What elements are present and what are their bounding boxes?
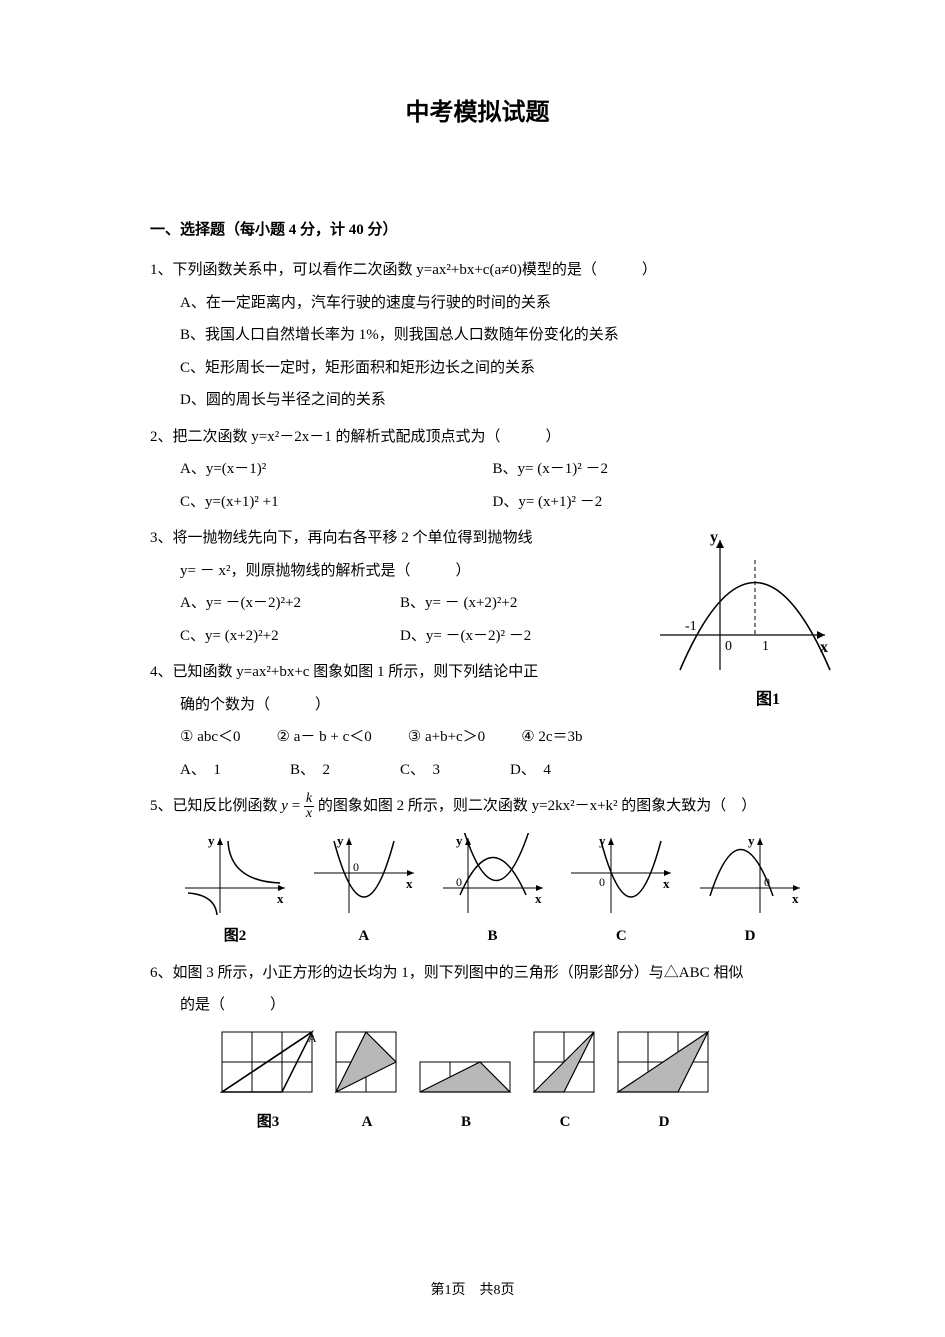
chart-B-label: B: [438, 922, 548, 951]
svg-text:x: x: [663, 876, 670, 891]
svg-text:y: y: [456, 833, 463, 848]
tri-fig3: A B B C 图3: [220, 1030, 316, 1137]
q3-stem: 3、将一抛物线先向下，再向右各平移 2 个单位得到抛物线: [150, 524, 620, 553]
q3-optA: A、y= －(x－2)²+2: [180, 589, 400, 618]
svg-text:y: y: [599, 833, 606, 848]
question-6: 6、如图 3 所示，小正方形的边长均为 1，则下列图中的三角形（阴影部分）与△A…: [150, 959, 805, 1137]
tri-A: A: [334, 1030, 400, 1137]
page-title: 中考模拟试题: [150, 90, 805, 136]
svg-text:x: x: [792, 891, 799, 906]
chart-C: y x 0 C: [566, 833, 676, 951]
q5-stem: 5、已知反比例函数 y = k x 的图象如图 2 所示，则二次函数 y=2kx…: [150, 792, 805, 821]
svg-text:A: A: [308, 1031, 316, 1045]
q4-stem: 4、已知函数 y=ax²+bx+c 图象如图 1 所示，则下列结论中正: [150, 658, 620, 687]
chart-D-label: D: [695, 922, 805, 951]
svg-text:x: x: [277, 891, 284, 906]
q4-stem2: 确的个数为（ ）: [150, 691, 620, 720]
tri-C: C: [532, 1030, 598, 1137]
chart-D: y x 0 D: [695, 833, 805, 951]
question-5: 5、已知反比例函数 y = k x 的图象如图 2 所示，则二次函数 y=2kx…: [150, 792, 805, 951]
q1-optC: C、矩形周长一定时，矩形面积和矩形边长之间的关系: [150, 354, 805, 383]
svg-text:y: y: [337, 833, 344, 848]
svg-text:x: x: [820, 639, 828, 656]
question-3: 3、将一抛物线先向下，再向右各平移 2 个单位得到抛物线 y= － x²，则原抛…: [150, 524, 620, 650]
question-4: 4、已知函数 y=ax²+bx+c 图象如图 1 所示，则下列结论中正 确的个数…: [150, 658, 620, 784]
chart-A: y x 0 A: [309, 833, 419, 951]
q1-optD: D、圆的周长与半径之间的关系: [150, 386, 805, 415]
figure-1: -1 0 1 y x: [650, 530, 835, 695]
q4-sub4: ④ 2c＝3b: [521, 723, 582, 752]
tri-A-label: A: [334, 1108, 400, 1137]
svg-text:y: y: [208, 833, 215, 848]
chart-fig2-label: 图2: [180, 922, 290, 951]
q2-optB: B、y= (x－1)² －2: [493, 455, 806, 484]
svg-text:-1: -1: [685, 619, 697, 634]
q3-optD: D、y= －(x－2)² －2: [400, 622, 620, 651]
svg-text:C: C: [278, 1093, 286, 1094]
chart-C-label: C: [566, 922, 676, 951]
q5-fraction: k x: [304, 792, 314, 821]
q5-stem-b: 的图象如图 2 所示，则二次函数 y=2kx²－x+k² 的图象大致为（ ）: [318, 798, 756, 814]
svg-text:x: x: [535, 891, 542, 906]
section-header: 一、选择题（每小题 4 分，计 40 分）: [150, 216, 805, 245]
q6-stem2: 的是（ ）: [150, 991, 805, 1020]
q4-sub3: ③ a+b+c＞0: [408, 723, 485, 752]
chart-A-label: A: [309, 922, 419, 951]
svg-text:y: y: [748, 833, 755, 848]
q2-optC: C、y=(x+1)² +1: [180, 488, 493, 517]
q4-sub2: ② a－ b + c＜0: [277, 723, 372, 752]
svg-text:0: 0: [353, 860, 359, 874]
q4-optB: B、 2: [290, 756, 400, 785]
q4-optD: D、 4: [510, 756, 620, 785]
svg-text:0: 0: [599, 875, 605, 889]
question-2: 2、把二次函数 y=x²－2x－1 的解析式配成顶点式为（ ） A、y=(x－1…: [150, 423, 805, 517]
q5-stem-a: 5、已知反比例函数: [150, 798, 281, 814]
svg-text:y: y: [710, 530, 718, 546]
tri-D-label: D: [616, 1108, 712, 1137]
tri-B-label: B: [418, 1108, 514, 1137]
tri-fig3-label: 图3: [220, 1108, 316, 1137]
q2-optD: D、y= (x+1)² －2: [493, 488, 806, 517]
q2-optA: A、y=(x－1)²: [180, 455, 493, 484]
q1-optB: B、我国人口自然增长率为 1%，则我国总人口数随年份变化的关系: [150, 321, 805, 350]
tri-B: B: [418, 1030, 514, 1137]
q4-sub1: ① abc＜0: [180, 723, 241, 752]
chart-B: y x 0 B: [438, 833, 548, 951]
q4-optC: C、 3: [400, 756, 510, 785]
question-1: 1、下列函数关系中，可以看作二次函数 y=ax²+bx+c(a≠0)模型的是（ …: [150, 256, 805, 415]
tri-C-label: C: [532, 1108, 598, 1137]
q6-stem: 6、如图 3 所示，小正方形的边长均为 1，则下列图中的三角形（阴影部分）与△A…: [150, 959, 805, 988]
page-footer: 第1页 共8页: [0, 1278, 945, 1305]
svg-text:x: x: [406, 876, 413, 891]
svg-text:0: 0: [725, 639, 732, 654]
q3-optC: C、y= (x+2)²+2: [180, 622, 400, 651]
q3-stem2: y= － x²，则原抛物线的解析式是（ ）: [150, 557, 620, 586]
q1-stem: 1、下列函数关系中，可以看作二次函数 y=ax²+bx+c(a≠0)模型的是（ …: [150, 256, 805, 285]
svg-text:1: 1: [762, 639, 769, 654]
tri-D: D: [616, 1030, 712, 1137]
q4-optA: A、 1: [180, 756, 290, 785]
q2-stem: 2、把二次函数 y=x²－2x－1 的解析式配成顶点式为（ ）: [150, 423, 805, 452]
chart-fig2: y x 图2: [180, 833, 290, 951]
q3-optB: B、y= － (x+2)²+2: [400, 589, 620, 618]
svg-text:0: 0: [764, 875, 770, 889]
figure-1-label: 图1: [756, 685, 780, 715]
svg-text:0: 0: [456, 875, 462, 889]
q1-optA: A、在一定距离内，汽车行驶的速度与行驶的时间的关系: [150, 289, 805, 318]
